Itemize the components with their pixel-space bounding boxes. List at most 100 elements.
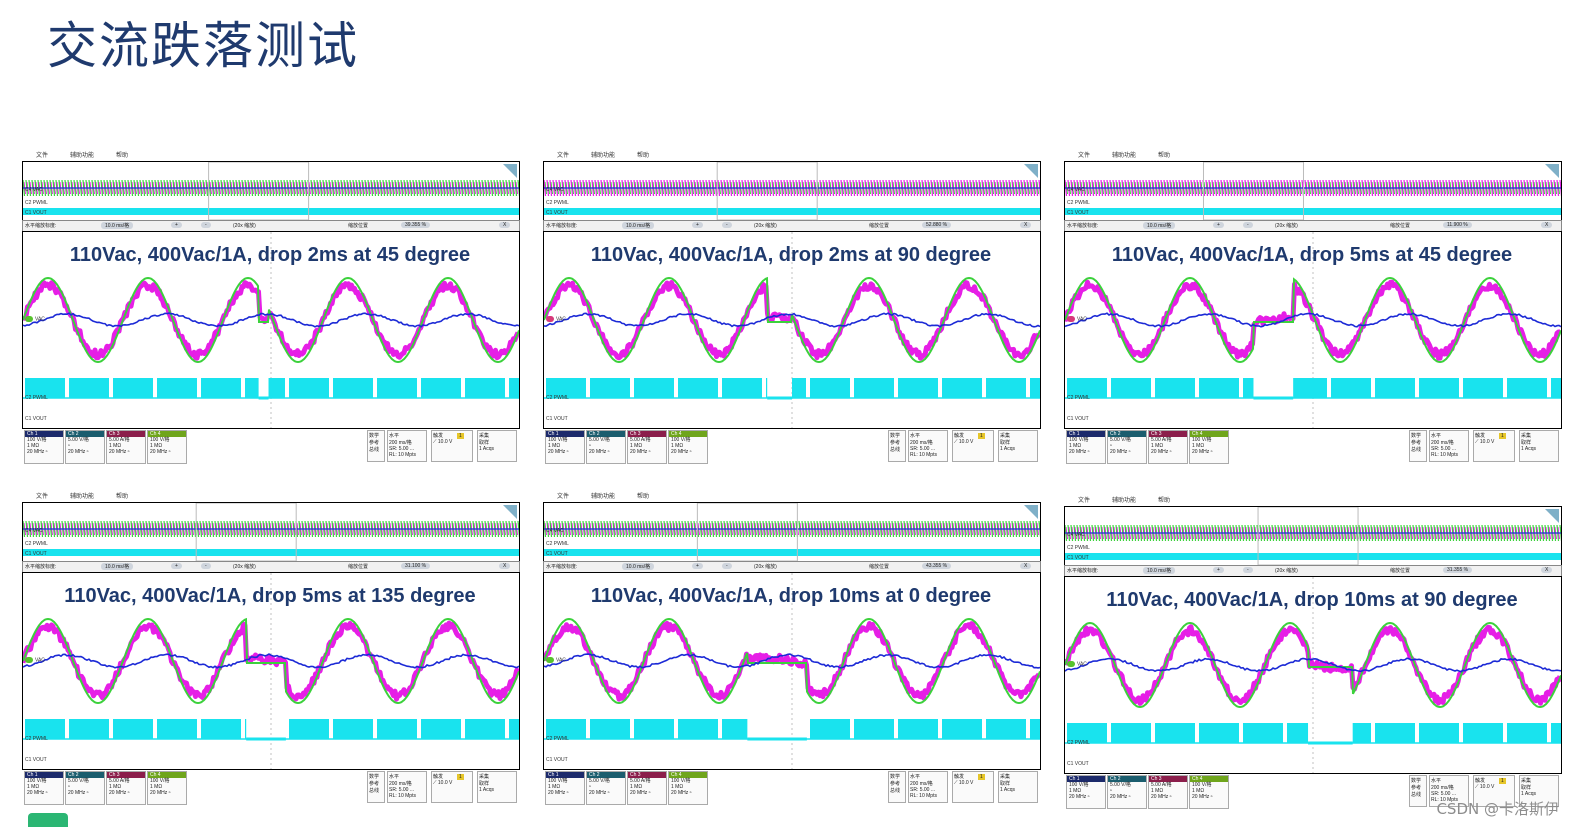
trigger-box[interactable]: 触发 1 ⟋ 10.0 V (431, 430, 473, 462)
menu-item-file[interactable]: 文件 (557, 150, 569, 160)
channel-box-4[interactable]: Ch 4 100 V/格 1 MΩ 20 MHz ⁿ (668, 430, 708, 464)
acquire-box[interactable]: 采集 取样 1 Acqs (477, 771, 517, 803)
menu-item-utility[interactable]: 辅助功能 (70, 491, 94, 501)
zoom-scale-value[interactable]: 10.0 ms/格 (101, 222, 133, 229)
zoom-position-value[interactable]: 31.100 % (401, 563, 430, 569)
acquire-box[interactable]: 采集 取样 1 Acqs (998, 771, 1038, 803)
zoom-in-button[interactable]: + (1213, 222, 1224, 228)
zoom-out-button[interactable]: - (1243, 222, 1253, 228)
zoom-out-button[interactable]: - (722, 563, 732, 569)
menu-item-utility[interactable]: 辅助功能 (70, 150, 94, 160)
channel-box-2[interactable]: Ch 2 5.00 V/格 ⁿ 20 MHz ⁿ (65, 430, 105, 464)
zoom-scale-value[interactable]: 10.0 ms/格 (1143, 567, 1175, 574)
menu-item-help[interactable]: 帮助 (116, 491, 128, 501)
channel-box-4[interactable]: Ch 4 100 V/格 1 MΩ 20 MHz ⁿ (147, 771, 187, 805)
zoom-scale-value[interactable]: 10.0 ms/格 (622, 563, 654, 570)
zoom-out-button[interactable]: - (1243, 567, 1253, 573)
channel-box-1[interactable]: Ch 1 100 V/格 1 MΩ 20 MHz ⁿ (545, 430, 585, 464)
channel-box-3[interactable]: Ch 3 5.00 A/格 1 MΩ 20 MHz ⁿ (1148, 430, 1188, 464)
channel-box-3[interactable]: Ch 3 5.00 A/格 1 MΩ 20 MHz ⁿ (106, 771, 146, 805)
channel-box-2[interactable]: Ch 2 5.00 V/格 ⁿ 20 MHz ⁿ (586, 771, 626, 805)
menu-item-file[interactable]: 文件 (557, 491, 569, 501)
channel-box-2[interactable]: Ch 2 5.00 V/格 ⁿ 20 MHz ⁿ (1107, 430, 1147, 464)
horizontal-box[interactable]: 水平 200 ms/格 SR: 5.00 ... RL: 10 Mpts (387, 771, 427, 803)
trigger-box[interactable]: 触发 1 ⟋ 10.0 V (952, 771, 994, 803)
zoom-close-button[interactable]: X (1541, 567, 1552, 573)
channel-box-2[interactable]: Ch 2 5.00 V/格 ⁿ 20 MHz ⁿ (65, 771, 105, 805)
channel-box-4[interactable]: Ch 4 100 V/格 1 MΩ 20 MHz ⁿ (668, 771, 708, 805)
channel-box-3[interactable]: Ch 3 5.00 A/格 1 MΩ 20 MHz ⁿ (627, 430, 667, 464)
zoom-close-button[interactable]: X (499, 222, 510, 228)
trigger-header: 触发 1 (433, 773, 471, 780)
zoom-in-button[interactable]: + (692, 563, 703, 569)
math-ref-bus-box[interactable]: 数学 参考 总线 (367, 771, 385, 803)
zoom-out-button[interactable]: - (722, 222, 732, 228)
menu-item-utility[interactable]: 辅助功能 (591, 491, 615, 501)
math-ref-bus-box[interactable]: 数学 参考 总线 (888, 771, 906, 803)
menu-item-file[interactable]: 文件 (1078, 495, 1090, 505)
menu-item-help[interactable]: 帮助 (116, 150, 128, 160)
acquire-box[interactable]: 采集 取样 1 Acqs (998, 430, 1038, 462)
zoom-close-button[interactable]: X (1541, 222, 1552, 228)
acquire-setting: 1 Acqs (1521, 791, 1557, 797)
channel-box-4[interactable]: Ch 4 100 V/格 1 MΩ 20 MHz ⁿ (147, 430, 187, 464)
channel-box-4[interactable]: Ch 4 100 V/格 1 MΩ 20 MHz ⁿ (1189, 775, 1229, 809)
zoom-close-button[interactable]: X (1020, 563, 1031, 569)
channel-box-3[interactable]: Ch 3 5.00 A/格 1 MΩ 20 MHz ⁿ (106, 430, 146, 464)
trigger-box[interactable]: 触发 1 ⟋ 10.0 V (952, 430, 994, 462)
ch4-vac-label: VAC (546, 657, 566, 663)
horizontal-box[interactable]: 水平 200 ms/格 SR: 5.00 ... RL: 10 Mpts (908, 430, 948, 462)
acquire-box[interactable]: 采集 取样 1 Acqs (1519, 430, 1559, 462)
zoom-position-value[interactable]: 52.880 % (922, 222, 951, 228)
zoom-in-button[interactable]: + (171, 563, 182, 569)
channel-box-3[interactable]: Ch 3 5.00 A/格 1 MΩ 20 MHz ⁿ (627, 771, 667, 805)
math-ref-bus-box[interactable]: 数学 参考 总线 (1409, 430, 1427, 462)
zoom-in-button[interactable]: + (1213, 567, 1224, 573)
zoom-close-button[interactable]: X (1020, 222, 1031, 228)
channel-box-1[interactable]: Ch 1 100 V/格 1 MΩ 20 MHz ⁿ (1066, 775, 1106, 809)
horizontal-box[interactable]: 水平 200 ms/格 SR: 5.00 ... RL: 10 Mpts (1429, 430, 1469, 462)
menu-item-help[interactable]: 帮助 (1158, 150, 1170, 160)
horizontal-setting: RL: 10 Mpts (389, 452, 425, 458)
zoom-close-button[interactable]: X (499, 563, 510, 569)
zoom-position-label: 缩放位置 (348, 563, 368, 570)
menu-item-file[interactable]: 文件 (36, 491, 48, 501)
math-ref-bus-box[interactable]: 数学 参考 总线 (888, 430, 906, 462)
menu-item-help[interactable]: 帮助 (637, 491, 649, 501)
menu-item-file[interactable]: 文件 (36, 150, 48, 160)
zoom-position-value[interactable]: 11.900 % (1443, 222, 1472, 228)
zoom-scale-value[interactable]: 10.0 ms/格 (1143, 222, 1175, 229)
zoom-out-button[interactable]: - (201, 222, 211, 228)
menu-item-file[interactable]: 文件 (1078, 150, 1090, 160)
overview-svg (1065, 162, 1561, 220)
math-ref-bus-box[interactable]: 数学 参考 总线 (367, 430, 385, 462)
zoom-in-button[interactable]: + (692, 222, 703, 228)
trigger-box[interactable]: 触发 1 ⟋ 10.0 V (431, 771, 473, 803)
math-ref-bus-box[interactable]: 数学 参考 总线 (1409, 775, 1427, 807)
menu-item-utility[interactable]: 辅助功能 (591, 150, 615, 160)
zoom-scale-value[interactable]: 10.0 ms/格 (622, 222, 654, 229)
zoom-position-value[interactable]: 31.355 % (1443, 567, 1472, 573)
zoom-position-value[interactable]: 43.355 % (922, 563, 951, 569)
channel-box-4[interactable]: Ch 4 100 V/格 1 MΩ 20 MHz ⁿ (1189, 430, 1229, 464)
channel-box-2[interactable]: Ch 2 5.00 V/格 ⁿ 20 MHz ⁿ (1107, 775, 1147, 809)
horizontal-box[interactable]: 水平 200 ms/格 SR: 5.00 ... RL: 10 Mpts (908, 771, 948, 803)
channel-box-1[interactable]: Ch 1 100 V/格 1 MΩ 20 MHz ⁿ (1066, 430, 1106, 464)
channel-box-1[interactable]: Ch 1 100 V/格 1 MΩ 20 MHz ⁿ (24, 771, 64, 805)
zoom-in-button[interactable]: + (171, 222, 182, 228)
menu-item-utility[interactable]: 辅助功能 (1112, 495, 1136, 505)
zoom-scale-value[interactable]: 10.0 ms/格 (101, 563, 133, 570)
menu-item-help[interactable]: 帮助 (1158, 495, 1170, 505)
acquire-box[interactable]: 采集 取样 1 Acqs (477, 430, 517, 462)
trigger-box[interactable]: 触发 1 ⟋ 10.0 V (1473, 430, 1515, 462)
zoom-out-button[interactable]: - (201, 563, 211, 569)
trigger-level: ⟋ 10.0 V (954, 780, 992, 786)
menu-item-utility[interactable]: 辅助功能 (1112, 150, 1136, 160)
channel-box-1[interactable]: Ch 1 100 V/格 1 MΩ 20 MHz ⁿ (545, 771, 585, 805)
horizontal-box[interactable]: 水平 200 ms/格 SR: 5.00 ... RL: 10 Mpts (387, 430, 427, 462)
channel-box-1[interactable]: Ch 1 100 V/格 1 MΩ 20 MHz ⁿ (24, 430, 64, 464)
zoom-position-value[interactable]: 39.355 % (401, 222, 430, 228)
channel-box-3[interactable]: Ch 3 5.00 A/格 1 MΩ 20 MHz ⁿ (1148, 775, 1188, 809)
menu-item-help[interactable]: 帮助 (637, 150, 649, 160)
channel-box-2[interactable]: Ch 2 5.00 V/格 ⁿ 20 MHz ⁿ (586, 430, 626, 464)
